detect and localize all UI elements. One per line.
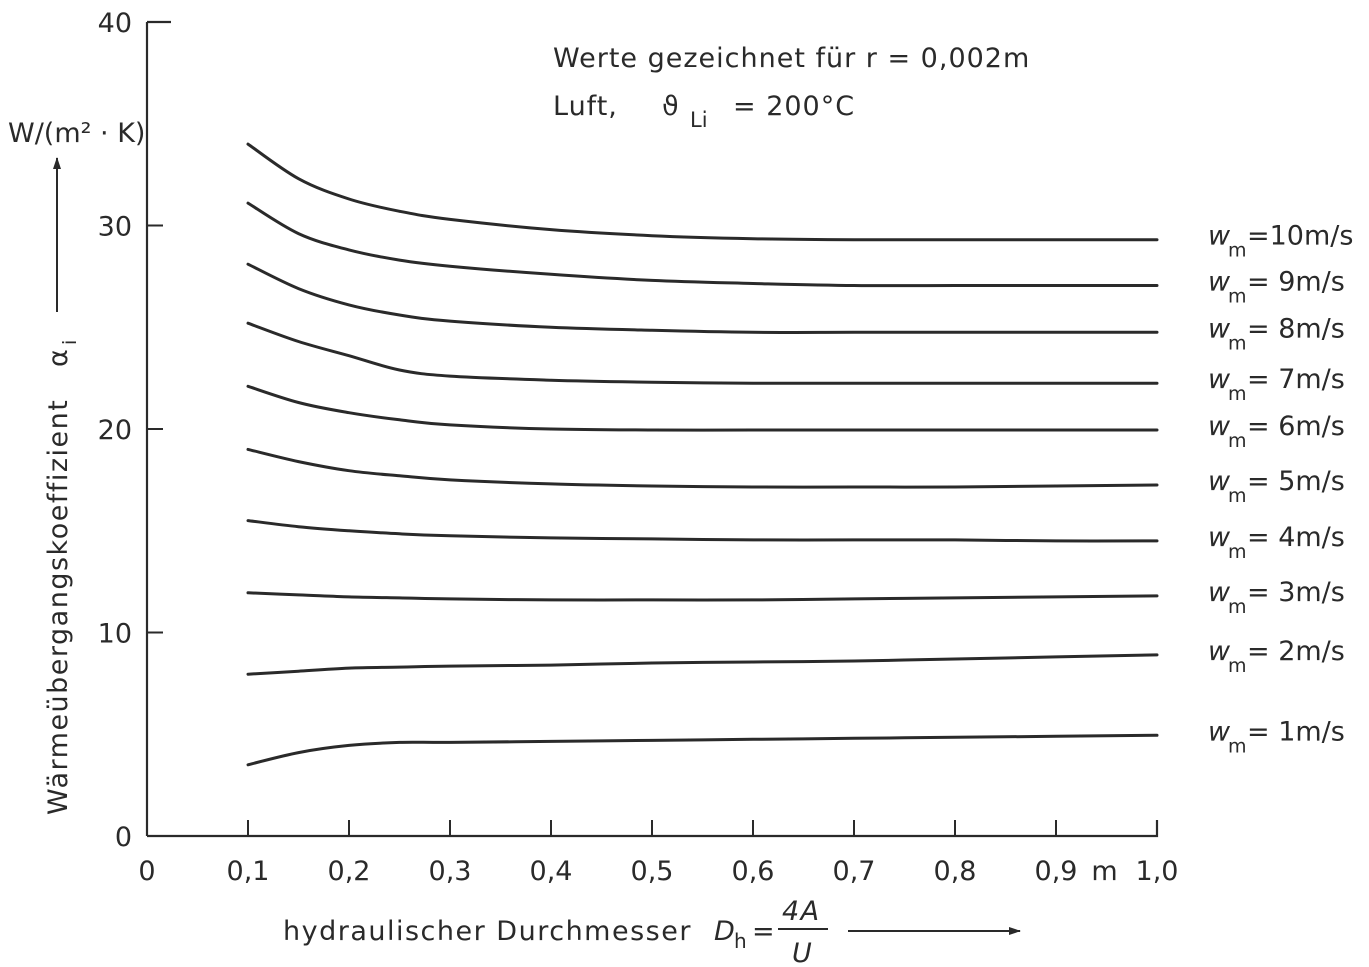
x-tick-label: 0,2 <box>328 856 371 887</box>
annotation-temperature: = 200°C <box>733 91 855 122</box>
legend-label: = 6m/s <box>1247 411 1345 442</box>
legend-label: = 2m/s <box>1247 636 1345 667</box>
legend-symbol-subscript: m <box>1228 596 1247 618</box>
legend-item: wm = 8m/s <box>1208 313 1345 354</box>
legend-symbol-subscript: m <box>1228 735 1247 757</box>
legend-item: wm = 1m/s <box>1208 716 1345 757</box>
x-axis-fraction-numerator: 4A <box>782 896 821 927</box>
y-tick-label: 30 <box>98 212 132 243</box>
x-axis-symbol-subscript: h <box>734 929 747 953</box>
x-unit-label: m <box>1091 856 1117 887</box>
annotation-line-1: Werte gezeichnet für r = 0,002m <box>553 43 1030 74</box>
y-axis-symbol: α <box>43 348 74 367</box>
legend-label: = 4m/s <box>1247 522 1345 553</box>
x-ticks: 0 0,1 0,2 0,3 0,4 0,5 0,6 0,7 0,8 0,9 1,0 m <box>138 820 1178 887</box>
legend-symbol: w <box>1208 411 1231 442</box>
legend-symbol-subscript: m <box>1228 485 1247 507</box>
legend-symbol-subscript: m <box>1228 286 1247 308</box>
y-tick-label: 40 <box>98 8 132 39</box>
y-axis-unit: W/(m² · K) <box>8 118 145 149</box>
legend-symbol: w <box>1208 364 1231 395</box>
legend-item: wm = 9m/s <box>1208 267 1345 308</box>
legend-symbol-subscript: m <box>1228 655 1247 677</box>
y-ticks: 0 10 20 30 40 <box>98 8 163 853</box>
series-curves <box>246 142 1159 767</box>
legend-item: wm = 4m/s <box>1208 522 1345 563</box>
legend-symbol-subscript: m <box>1228 430 1247 452</box>
legend-label: = 3m/s <box>1247 577 1345 608</box>
legend-symbol-subscript: m <box>1228 240 1247 262</box>
series-line <box>246 201 1159 288</box>
legend-symbol: w <box>1208 522 1231 553</box>
legend-item: wm =10m/s <box>1208 221 1353 262</box>
legend-symbol: w <box>1208 466 1231 497</box>
series-line <box>246 653 1159 676</box>
legend-symbol: w <box>1208 313 1231 344</box>
legend-symbol-subscript: m <box>1228 383 1247 405</box>
legend: wm =10m/swm = 9m/swm = 8m/swm = 7m/swm = 6m/s… <box>1208 221 1353 758</box>
legend-label: = 7m/s <box>1247 364 1345 395</box>
legend-label: = 1m/s <box>1247 716 1345 747</box>
annotation-line-2: Luft, ϑ Li = 200°C <box>553 91 855 132</box>
annotation-medium: Luft, <box>553 91 618 122</box>
series-line <box>246 447 1159 489</box>
annotation-theta: ϑ <box>662 91 680 122</box>
legend-item: wm = 3m/s <box>1208 577 1345 618</box>
x-axis-line <box>147 820 1159 838</box>
legend-symbol-subscript: m <box>1228 332 1247 354</box>
series-line <box>246 142 1159 242</box>
x-axis-symbol: D <box>714 916 736 947</box>
x-tick-label: 0,3 <box>429 856 472 887</box>
legend-item: wm = 7m/s <box>1208 364 1345 405</box>
y-axis-title-text: Wärmeübergangskoeffizient <box>43 399 74 815</box>
legend-item: wm = 5m/s <box>1208 466 1345 507</box>
legend-symbol: w <box>1208 267 1231 298</box>
y-axis-symbol-subscript: i <box>59 340 81 345</box>
legend-symbol: w <box>1208 636 1231 667</box>
x-tick-label: 0,5 <box>631 856 674 887</box>
annotation-theta-subscript: Li <box>690 108 708 132</box>
x-axis-title: hydraulischer Durchmesser D h = 4A U <box>283 896 1021 967</box>
x-tick-label: 0,8 <box>934 856 977 887</box>
legend-symbol: w <box>1208 577 1231 608</box>
x-tick-label: 0,4 <box>530 856 573 887</box>
series-line <box>246 733 1159 767</box>
x-tick-label: 0,7 <box>833 856 876 887</box>
x-tick-label: 1,0 <box>1136 856 1179 887</box>
y-tick-label: 0 <box>115 822 132 853</box>
x-axis-fraction-denominator: U <box>792 938 813 967</box>
x-axis-equals: = <box>752 916 776 947</box>
legend-item: wm = 2m/s <box>1208 636 1345 677</box>
series-line <box>246 519 1159 543</box>
series-line <box>246 384 1159 432</box>
y-tick-label: 10 <box>98 619 132 650</box>
legend-label: = 9m/s <box>1247 267 1345 298</box>
x-tick-label: 0,6 <box>732 856 775 887</box>
legend-label: =10m/s <box>1247 221 1353 252</box>
legend-item: wm = 6m/s <box>1208 411 1345 452</box>
series-line <box>246 591 1159 602</box>
series-line <box>246 262 1159 334</box>
legend-symbol: w <box>1208 716 1231 747</box>
x-axis-title-text: hydraulischer Durchmesser <box>283 916 692 947</box>
y-axis-title: Wärmeübergangskoeffizient α i <box>43 340 81 815</box>
x-tick-label: 0,1 <box>227 856 270 887</box>
series-line <box>246 321 1159 385</box>
legend-label: = 5m/s <box>1247 466 1345 497</box>
legend-label: = 8m/s <box>1247 313 1345 344</box>
y-tick-label: 20 <box>98 415 132 446</box>
x-tick-label: 0 <box>138 856 155 887</box>
x-tick-label: 0,9 <box>1035 856 1078 887</box>
legend-symbol: w <box>1208 221 1231 252</box>
legend-symbol-subscript: m <box>1228 541 1247 563</box>
